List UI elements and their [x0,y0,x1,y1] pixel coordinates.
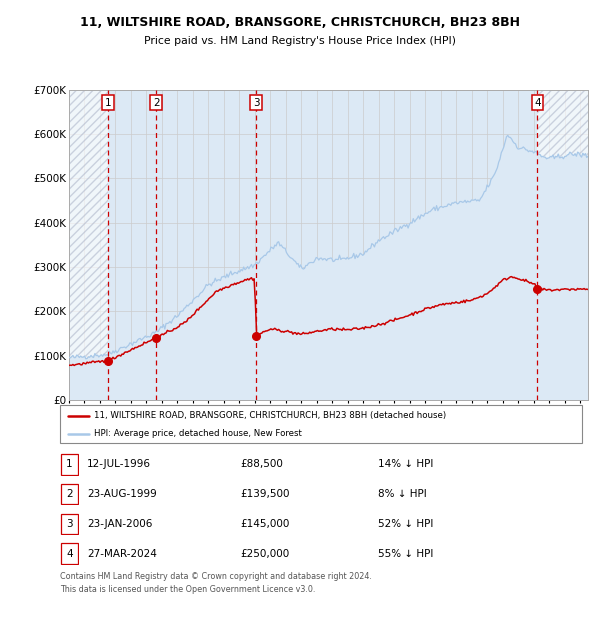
Text: 2: 2 [66,489,73,499]
Text: 55% ↓ HPI: 55% ↓ HPI [378,549,433,559]
Text: 27-MAR-2024: 27-MAR-2024 [87,549,157,559]
Text: 2: 2 [153,97,160,108]
Text: 1: 1 [66,459,73,469]
Text: 14% ↓ HPI: 14% ↓ HPI [378,459,433,469]
Text: 3: 3 [253,97,259,108]
Text: £250,000: £250,000 [240,549,289,559]
Text: 4: 4 [66,549,73,559]
Text: 23-AUG-1999: 23-AUG-1999 [87,489,157,499]
FancyBboxPatch shape [61,454,78,474]
Text: Contains HM Land Registry data © Crown copyright and database right 2024.: Contains HM Land Registry data © Crown c… [60,572,372,581]
Text: 3: 3 [66,519,73,529]
Text: £88,500: £88,500 [240,459,283,469]
Text: £139,500: £139,500 [240,489,290,499]
Text: 4: 4 [534,97,541,108]
FancyBboxPatch shape [61,514,78,534]
Text: Price paid vs. HM Land Registry's House Price Index (HPI): Price paid vs. HM Land Registry's House … [144,36,456,46]
Text: 11, WILTSHIRE ROAD, BRANSGORE, CHRISTCHURCH, BH23 8BH (detached house): 11, WILTSHIRE ROAD, BRANSGORE, CHRISTCHU… [94,411,446,420]
Text: 52% ↓ HPI: 52% ↓ HPI [378,519,433,529]
FancyBboxPatch shape [61,484,78,504]
FancyBboxPatch shape [60,405,582,443]
Text: 11, WILTSHIRE ROAD, BRANSGORE, CHRISTCHURCH, BH23 8BH: 11, WILTSHIRE ROAD, BRANSGORE, CHRISTCHU… [80,16,520,29]
Text: 23-JAN-2006: 23-JAN-2006 [87,519,152,529]
Text: 8% ↓ HPI: 8% ↓ HPI [378,489,427,499]
Text: 12-JUL-1996: 12-JUL-1996 [87,459,151,469]
Text: 1: 1 [105,97,112,108]
Text: £145,000: £145,000 [240,519,289,529]
FancyBboxPatch shape [61,544,78,564]
Text: HPI: Average price, detached house, New Forest: HPI: Average price, detached house, New … [94,429,302,438]
Text: This data is licensed under the Open Government Licence v3.0.: This data is licensed under the Open Gov… [60,585,316,595]
